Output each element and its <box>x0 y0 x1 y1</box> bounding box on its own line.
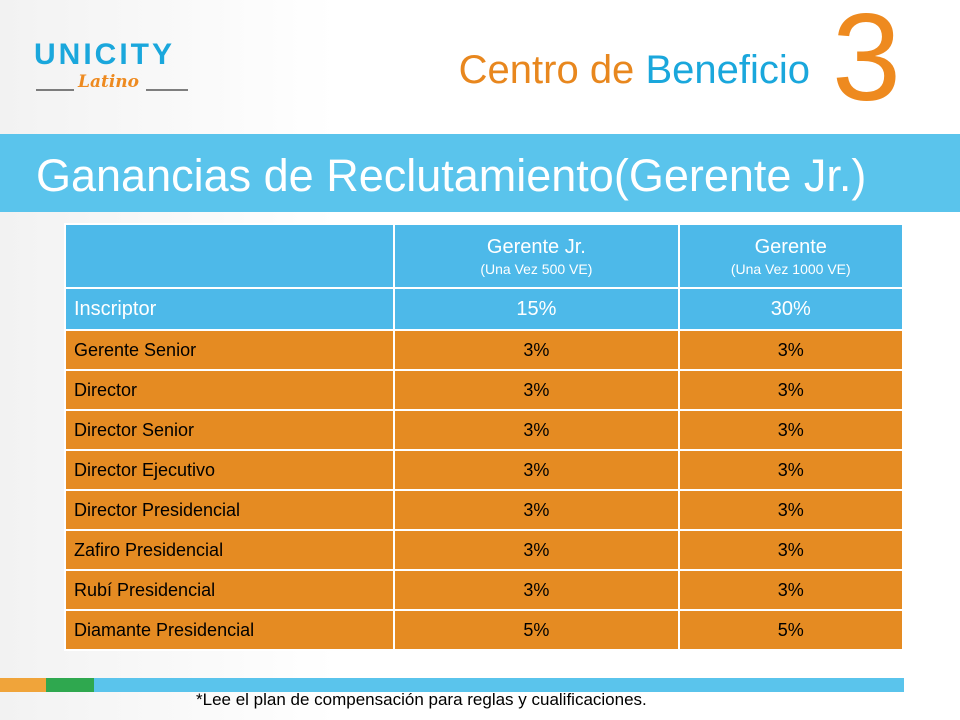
header-main: Gerente <box>754 235 827 258</box>
row-value: 30% <box>677 287 904 331</box>
logo-subtitle: Latino <box>78 72 139 92</box>
earnings-table: Gerente Jr. (Una Vez 500 VE) Gerente (Un… <box>63 223 904 651</box>
row-value: 3% <box>393 529 680 571</box>
row-label: Rubí Presidencial <box>63 569 396 611</box>
table-row: Director Senior 3% 3% <box>63 409 904 451</box>
row-label: Inscriptor <box>63 287 396 331</box>
row-value: 5% <box>677 609 904 651</box>
row-value: 3% <box>393 489 680 531</box>
header-main: Gerente Jr. <box>486 235 586 258</box>
unicity-logo: UNICITY Latino <box>34 38 194 98</box>
row-value: 5% <box>393 609 680 651</box>
row-label: Zafiro Presidencial <box>63 529 396 571</box>
table-row: Director 3% 3% <box>63 369 904 411</box>
table-row: Diamante Presidencial 5% 5% <box>63 609 904 651</box>
row-value: 15% <box>393 287 680 331</box>
table-row: Rubí Presidencial 3% 3% <box>63 569 904 611</box>
footer-bar-green <box>46 678 94 692</box>
row-value: 3% <box>677 409 904 451</box>
header-cell-empty <box>63 223 396 289</box>
row-label: Director Presidencial <box>63 489 396 531</box>
header-cell-gerente-jr: Gerente Jr. (Una Vez 500 VE) <box>393 223 680 289</box>
row-value: 3% <box>393 449 680 491</box>
logo-wordmark: UNICITY <box>34 38 175 71</box>
row-value: 3% <box>393 569 680 611</box>
row-value: 3% <box>677 489 904 531</box>
header-sub: (Una Vez 500 VE) <box>480 260 593 277</box>
row-label: Director Senior <box>63 409 396 451</box>
section-title-part1: Centro de <box>458 48 635 92</box>
table-header-row: Gerente Jr. (Una Vez 500 VE) Gerente (Un… <box>63 223 904 289</box>
footer-bar-blue <box>94 678 904 692</box>
title-banner <box>0 134 960 212</box>
row-label: Director Ejecutivo <box>63 449 396 491</box>
section-title: Centro de Beneficio <box>459 48 810 93</box>
row-value: 3% <box>393 369 680 411</box>
banner-title: Ganancias de Reclutamiento(Gerente Jr.) <box>36 150 867 201</box>
row-label: Diamante Presidencial <box>63 609 396 651</box>
row-value: 3% <box>677 329 904 371</box>
table-row: Director Presidencial 3% 3% <box>63 489 904 531</box>
section-title-part2: Beneficio <box>645 48 810 92</box>
row-label: Gerente Senior <box>63 329 396 371</box>
row-value: 3% <box>677 449 904 491</box>
row-value: 3% <box>677 529 904 571</box>
table-row: Director Ejecutivo 3% 3% <box>63 449 904 491</box>
header-cell-gerente: Gerente (Una Vez 1000 VE) <box>677 223 904 289</box>
row-value: 3% <box>677 569 904 611</box>
section-number: 3 <box>832 0 901 127</box>
footer-bar-orange <box>0 678 46 692</box>
row-value: 3% <box>393 409 680 451</box>
row-label: Director <box>63 369 396 411</box>
table-row-inscriptor: Inscriptor 15% 30% <box>63 287 904 331</box>
row-value: 3% <box>393 329 680 371</box>
footnote: *Lee el plan de compensación para reglas… <box>196 690 647 709</box>
table-row: Gerente Senior 3% 3% <box>63 329 904 371</box>
logo-swoosh-icon <box>36 89 188 91</box>
header-sub: (Una Vez 1000 VE) <box>730 260 851 277</box>
row-value: 3% <box>677 369 904 411</box>
table-row: Zafiro Presidencial 3% 3% <box>63 529 904 571</box>
